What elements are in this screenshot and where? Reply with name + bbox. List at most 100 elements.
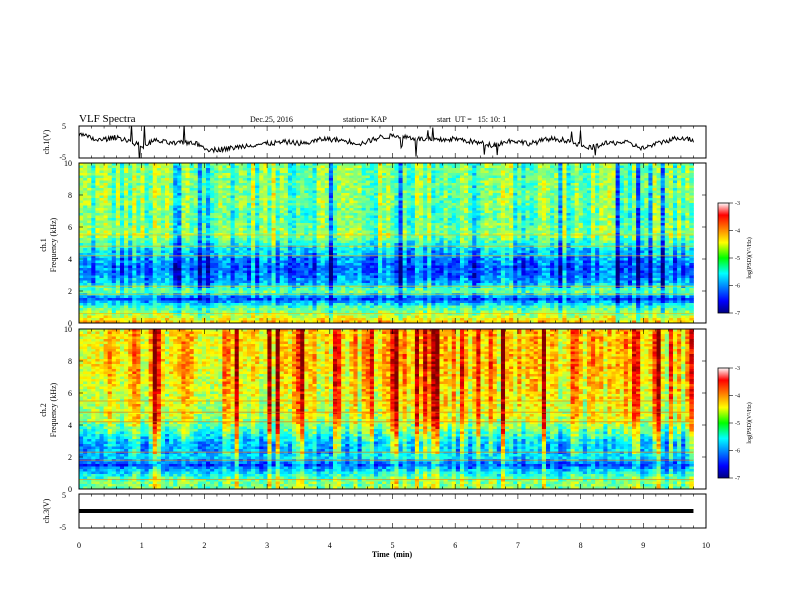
spectrogram-cell — [362, 166, 367, 169]
spectrogram-cell — [501, 171, 506, 174]
spectrogram-cell — [673, 186, 678, 189]
spectrogram-cell — [673, 168, 678, 171]
spectrogram-cell — [222, 168, 227, 171]
spectrogram-cell — [550, 183, 555, 186]
spectrogram-cell — [595, 173, 600, 176]
spectrogram-cell — [394, 183, 399, 186]
spectrogram-cell — [640, 186, 645, 189]
spectrogram-cell — [136, 186, 141, 189]
spectrogram-cell — [407, 186, 412, 189]
spectrogram-cell — [312, 188, 317, 191]
spectrogram-cell — [517, 171, 522, 174]
spectrogram-cell — [239, 181, 244, 184]
spectrogram-cell — [177, 168, 182, 171]
spectrogram-cell — [145, 166, 150, 169]
spectrogram-cell — [124, 171, 129, 174]
spectrogram-cell — [550, 188, 555, 191]
spectrogram-cell — [226, 176, 231, 179]
spectrogram-cell — [476, 186, 481, 189]
spectrogram-cell — [534, 171, 539, 174]
spectrogram-cell — [653, 176, 658, 179]
spectrogram-cell — [235, 181, 240, 184]
spectrogram-cell — [509, 166, 514, 169]
spectrogram-cell — [530, 183, 535, 186]
spectrogram-cell — [689, 171, 694, 174]
spectrogram-cell — [104, 181, 109, 184]
spectrogram-cell — [394, 166, 399, 169]
spectrogram-cell — [616, 186, 621, 189]
spectrogram-cell — [247, 181, 252, 184]
spectrogram-cell — [452, 166, 457, 169]
spectrogram-cell — [132, 178, 137, 181]
spectrogram-cell — [575, 188, 580, 191]
spectrogram-cell — [411, 176, 416, 179]
spectrogram-cell — [194, 171, 199, 174]
spectrogram-cell — [292, 173, 297, 176]
spectrogram-cell — [132, 188, 137, 191]
spectrogram-cell — [218, 168, 223, 171]
spectrogram-cell — [218, 178, 223, 181]
spectrogram-cell — [214, 183, 219, 186]
spectrogram-cell — [308, 186, 313, 189]
spectrogram-cell — [87, 173, 92, 176]
spectrogram-cell — [190, 178, 195, 181]
spectrogram-cell — [620, 166, 625, 169]
spectrogram-cell — [399, 181, 404, 184]
spectrogram-cell — [554, 176, 559, 179]
spectrogram-cell — [259, 186, 264, 189]
spectrogram-cell — [587, 171, 592, 174]
spectrogram-cell — [210, 168, 215, 171]
spectrogram-cell — [407, 173, 412, 176]
spectrogram-cell — [431, 171, 436, 174]
spectrogram-cell — [612, 176, 617, 179]
spectrogram-cell — [292, 171, 297, 174]
spectrogram-cell — [284, 171, 289, 174]
spectrogram-cell — [648, 173, 653, 176]
spectrogram-cell — [480, 188, 485, 191]
spectrogram-cell — [292, 183, 297, 186]
spectrogram-cell — [657, 186, 662, 189]
spectrogram-cell — [267, 186, 272, 189]
spectrogram-cell — [403, 168, 408, 171]
spectrogram-cell — [312, 186, 317, 189]
spectrogram-cell — [300, 166, 305, 169]
spectrogram-cell — [153, 183, 158, 186]
spectrogram-cell — [128, 183, 133, 186]
spectrogram-cell — [464, 166, 469, 169]
spectrogram-cell — [603, 173, 608, 176]
spectrogram-cell — [423, 166, 428, 169]
spectrogram-cell — [161, 186, 166, 189]
spectrogram-cell — [513, 171, 518, 174]
spectrogram-cell — [562, 183, 567, 186]
spectrogram-cell — [173, 168, 178, 171]
spectrogram-cell — [108, 188, 113, 191]
spectrogram-cell — [493, 181, 498, 184]
spectrogram-cell — [513, 168, 518, 171]
spectrogram-cell — [116, 183, 121, 186]
spectrogram-cell — [489, 181, 494, 184]
spectrogram-cell — [202, 176, 207, 179]
spectrogram-cell — [83, 181, 88, 184]
spectrogram-cell — [83, 171, 88, 174]
spectrogram-cell — [181, 181, 186, 184]
spectrogram-cell — [349, 168, 354, 171]
spectrogram-cell — [689, 183, 694, 186]
spectrogram-cell — [472, 173, 477, 176]
spectrogram-cell — [255, 176, 260, 179]
spectrogram-cell — [644, 166, 649, 169]
spectrogram-cell — [669, 168, 674, 171]
spectrogram-cell — [218, 171, 223, 174]
spectrogram-cell — [386, 171, 391, 174]
spectrogram-cell — [329, 183, 334, 186]
spectrogram-cell — [587, 178, 592, 181]
spectrogram-cell — [194, 186, 199, 189]
spectrogram-cell — [140, 176, 145, 179]
spectrogram-cell — [489, 166, 494, 169]
spectrogram-cell — [472, 168, 477, 171]
spectrogram-cell — [550, 171, 555, 174]
spectrogram-cell — [231, 181, 236, 184]
spectrogram-cell — [382, 181, 387, 184]
spectrogram-cell — [538, 188, 543, 191]
spectrogram-cell — [501, 166, 506, 169]
spectrogram-cell — [349, 183, 354, 186]
